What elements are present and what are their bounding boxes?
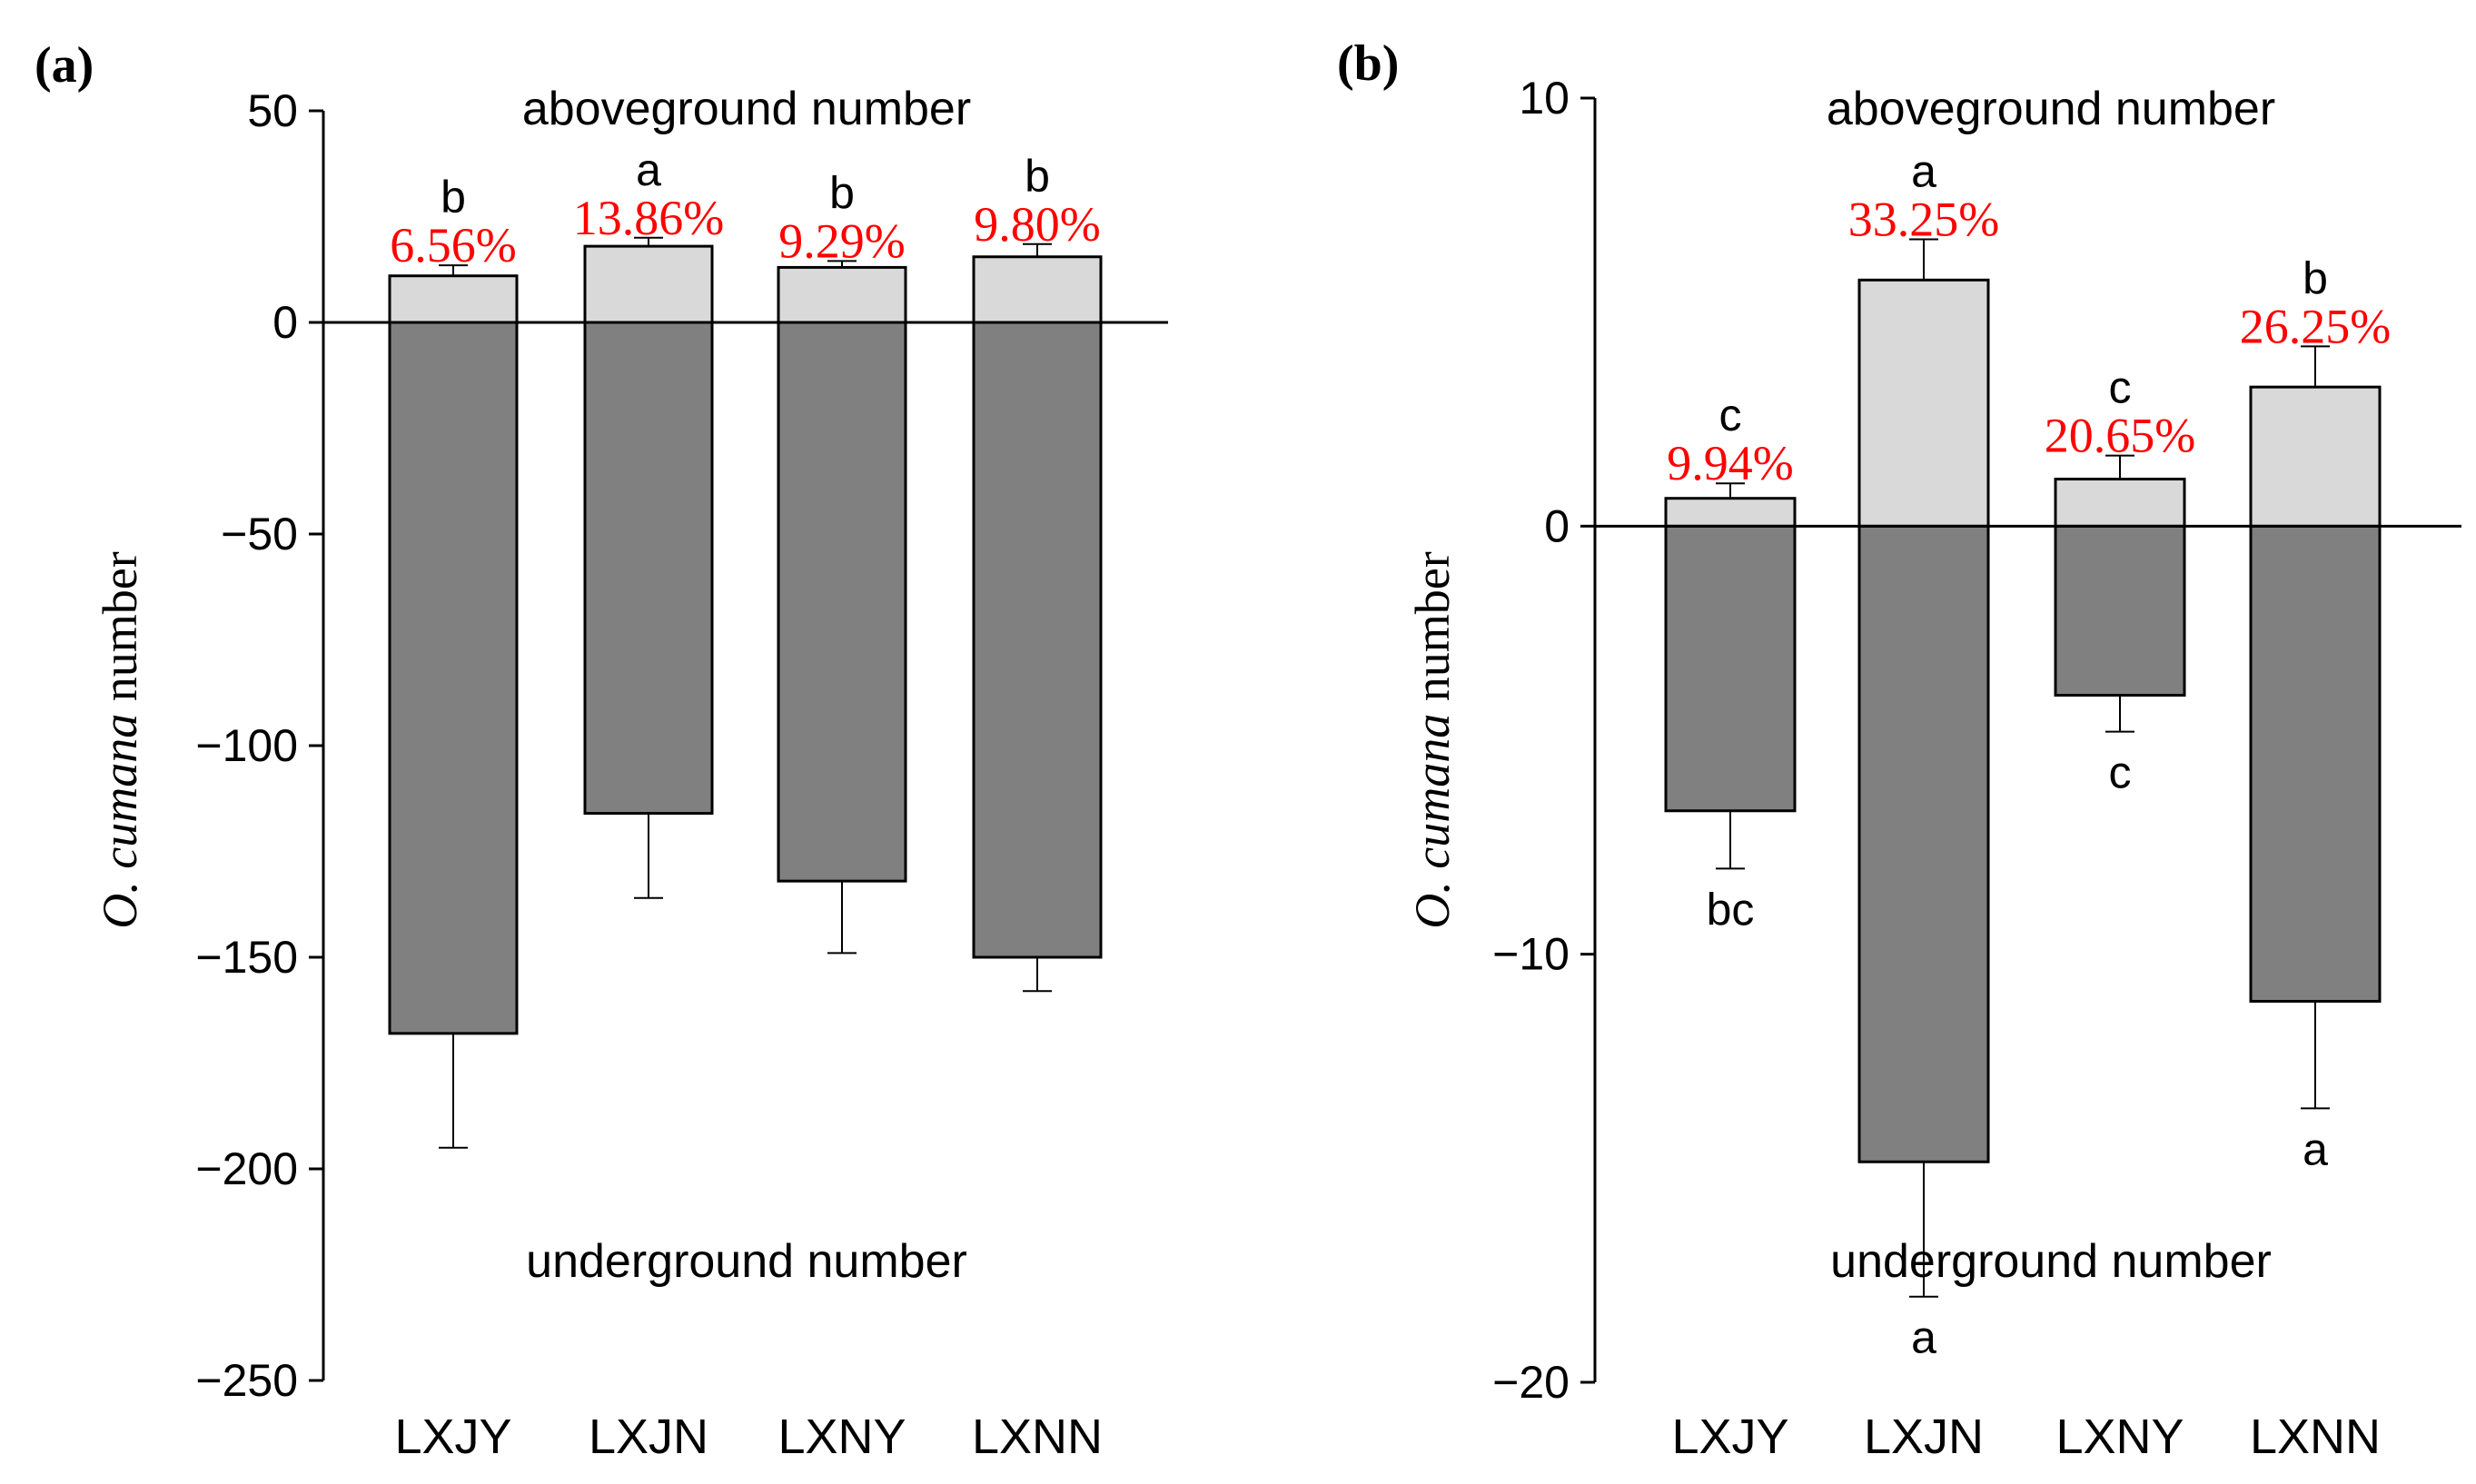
y-axis-label: O. cumana number — [1405, 551, 1460, 928]
annotation-aboveground: aboveground number — [1827, 83, 2275, 135]
percent-label: 9.29% — [778, 213, 905, 268]
percent-label: 9.94% — [1667, 436, 1793, 490]
y-tick-label: −250 — [195, 1355, 298, 1406]
significance-letter-aboveground: c — [1719, 390, 1742, 440]
y-tick-label: −10 — [1492, 929, 1570, 980]
bar-aboveground — [777, 265, 907, 324]
y-tick-label: 50 — [247, 85, 298, 136]
y-tick-label: −150 — [195, 932, 298, 983]
significance-letter-underground: a — [2303, 1123, 2328, 1174]
y-tick-label: −50 — [221, 509, 298, 559]
chart-panel-a: (a) O. cumana number 50 0 −50 −100 −150 −200 −25… — [35, 37, 1168, 1464]
y-axis-label-unit: number — [93, 551, 147, 713]
significance-letter-aboveground: c — [2109, 362, 2132, 413]
bar-underground — [1664, 524, 1797, 813]
bar-underground — [972, 321, 1103, 959]
percent-label: 26.25% — [2240, 299, 2391, 353]
bar-aboveground — [1664, 497, 1797, 528]
y-tick-label: 0 — [272, 297, 298, 348]
x-tick-label: LXNY — [2055, 1410, 2184, 1464]
significance-letter-underground: bc — [1707, 884, 1755, 935]
y-axis-label: O. cumana number — [93, 551, 147, 928]
percent-label: 20.65% — [2045, 409, 2195, 463]
panel-label: (b) — [1337, 35, 1399, 92]
annotation-underground: underground number — [1830, 1235, 2272, 1288]
x-tick-label: LXJN — [1864, 1410, 1984, 1464]
significance-letter-aboveground: b — [2303, 252, 2328, 303]
y-tick-label: 0 — [1544, 500, 1570, 551]
bar-aboveground — [1857, 278, 1990, 528]
y-tick-label: −20 — [1492, 1357, 1570, 1408]
bar-aboveground — [583, 244, 714, 324]
bar-aboveground — [972, 255, 1103, 324]
x-tick-label: LXNN — [972, 1410, 1103, 1464]
significance-letter-underground: a — [1911, 1312, 1936, 1363]
chart-panel-b: (b) O. cumana number 10 0 −10 −20 aboveground … — [1337, 35, 2461, 1464]
bar-underground — [2054, 524, 2186, 697]
significance-letter-aboveground: b — [829, 167, 855, 218]
y-axis-label-species: O. cumana — [1405, 714, 1460, 929]
bar-underground — [2249, 524, 2382, 1004]
x-tick-label: LXJY — [394, 1410, 511, 1464]
significance-letter-aboveground: b — [1025, 151, 1050, 202]
percent-label: 33.25% — [1848, 193, 1999, 247]
bar-underground — [583, 321, 714, 816]
percent-label: 6.56% — [390, 218, 516, 272]
annotation-aboveground: aboveground number — [522, 83, 971, 135]
percent-label: 9.80% — [974, 197, 1100, 252]
bar-underground — [388, 321, 519, 1035]
y-axis-label-unit: number — [1405, 551, 1460, 713]
bar-aboveground — [388, 274, 519, 324]
significance-letter-aboveground: b — [441, 172, 466, 223]
y-tick-label: 10 — [1519, 73, 1570, 124]
percent-label: 13.86% — [573, 191, 724, 245]
x-tick-label: LXJN — [589, 1410, 708, 1464]
annotation-underground: underground number — [526, 1235, 967, 1288]
bar-aboveground — [2249, 385, 2382, 528]
bar-aboveground — [2054, 477, 2186, 528]
x-tick-label: LXJY — [1671, 1410, 1788, 1464]
significance-letter-aboveground: a — [636, 144, 661, 195]
y-tick-label: −100 — [195, 720, 298, 771]
x-tick-label: LXNN — [2250, 1410, 2381, 1464]
panel-label: (a) — [35, 37, 94, 94]
significance-letter-underground: c — [2109, 747, 2132, 798]
bar-underground — [1857, 524, 1990, 1163]
y-axis-label-species: O. cumana — [93, 714, 147, 929]
x-tick-label: LXNY — [777, 1410, 906, 1464]
bar-underground — [777, 321, 907, 883]
significance-letter-aboveground: a — [1911, 146, 1936, 197]
y-tick-label: −200 — [195, 1143, 298, 1194]
